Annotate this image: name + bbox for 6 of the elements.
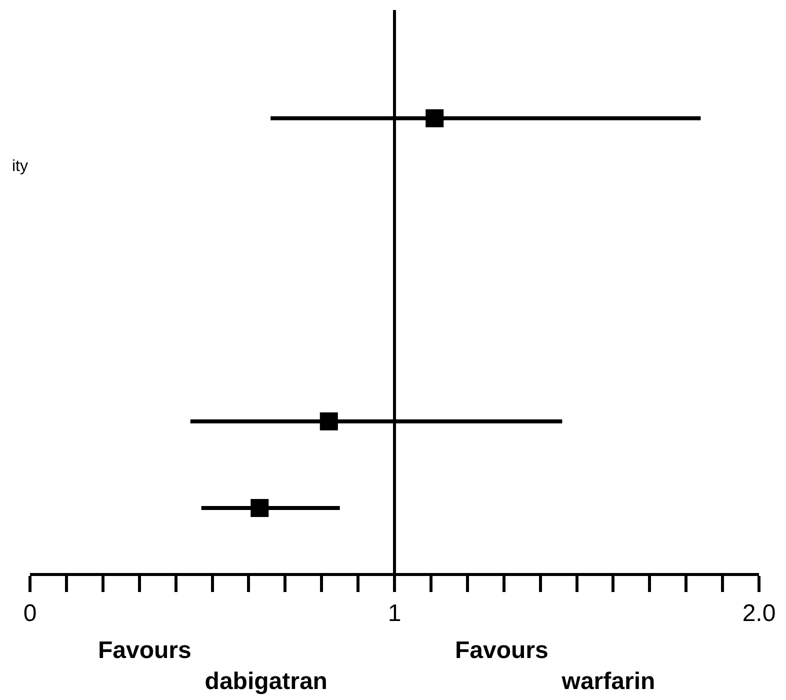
x-tick-label: 2.0	[742, 600, 776, 627]
text: ity	[12, 158, 28, 175]
text: Favours warfarin	[455, 637, 656, 696]
text: Favours dabigatran	[98, 637, 328, 696]
x-tick-label: 1	[388, 600, 402, 627]
x-tick-label: 0	[23, 600, 37, 627]
